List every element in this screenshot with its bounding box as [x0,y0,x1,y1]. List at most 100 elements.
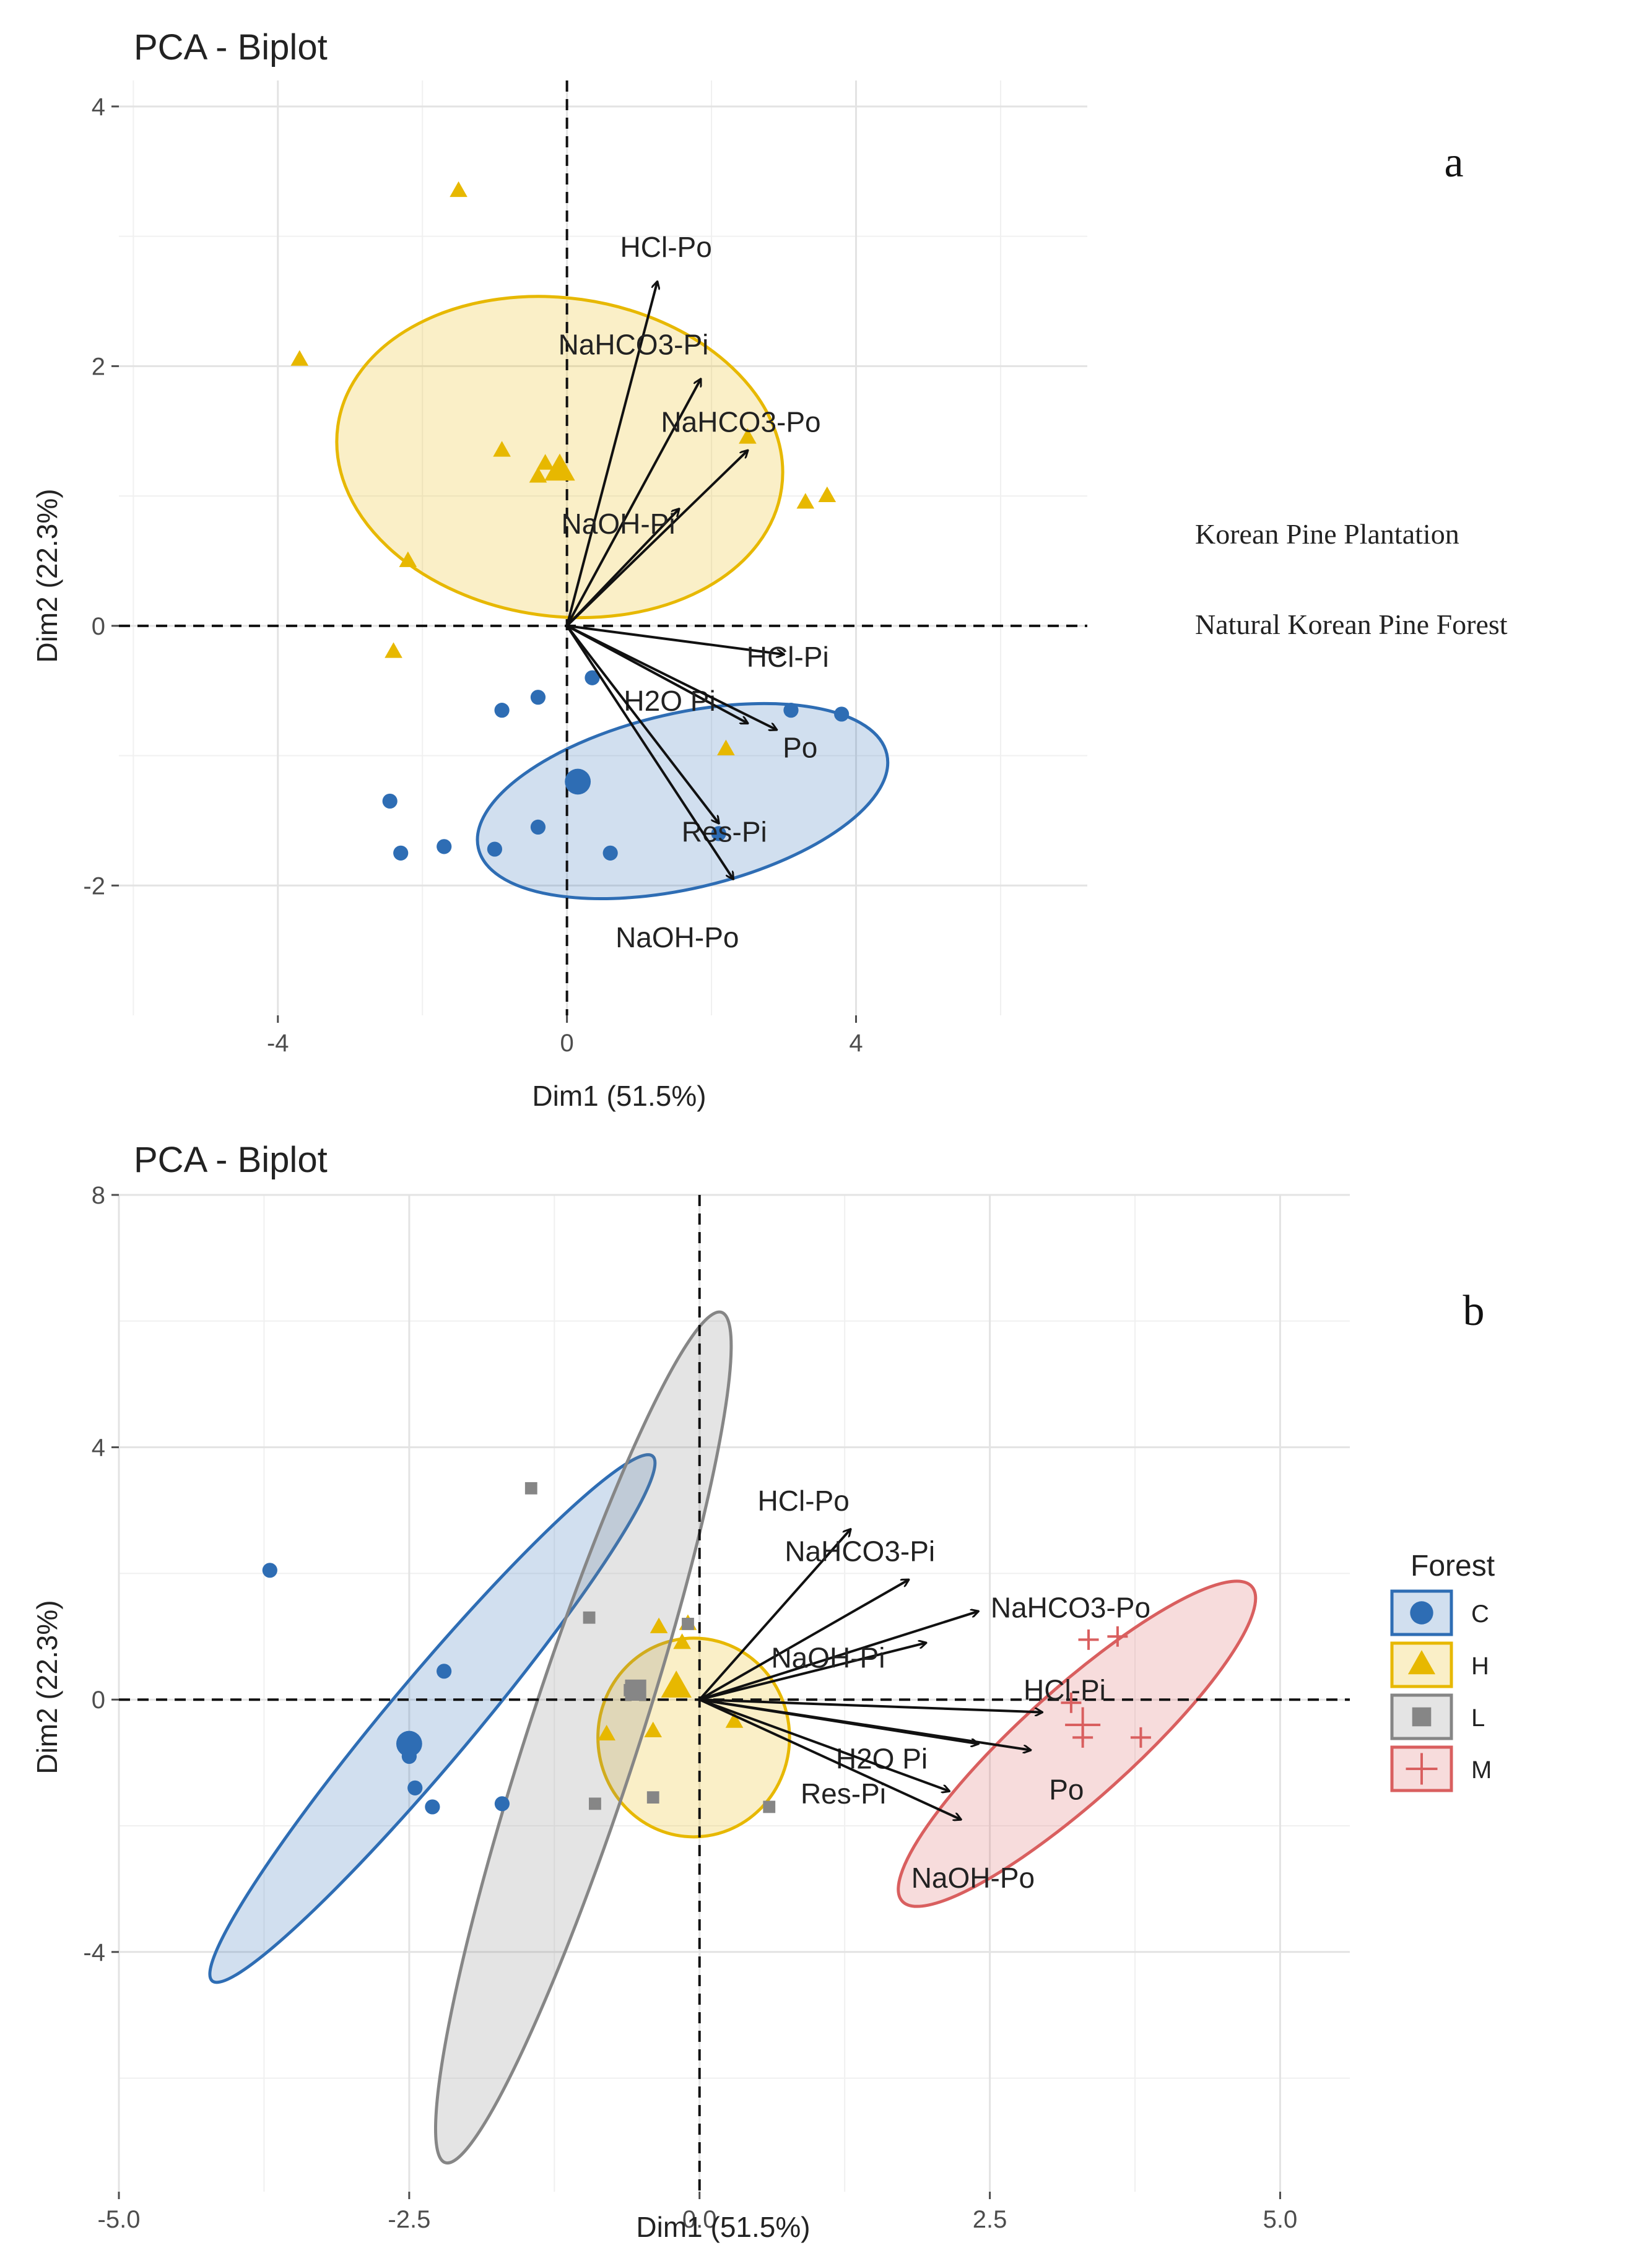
panel-a-y-axis-label: Dim2 (22.3%) [31,488,63,662]
data-point [1130,1727,1151,1748]
loading-label: HCl-Po [758,1485,850,1517]
legend-label-m: M [1471,1756,1492,1784]
data-point [290,350,309,366]
x-tick-label: -4 [267,1030,289,1057]
data-point [783,703,799,718]
loading-arrow [699,1643,926,1701]
panel-b-letter: b [1463,1287,1485,1335]
panel-b-grid [118,1194,1350,2192]
data-point [646,1791,659,1804]
data-point [682,1618,694,1630]
data-point [437,839,452,854]
loading-arrow [698,1529,851,1701]
legend-marker-c [1410,1601,1433,1625]
x-tick-label: 4 [849,1030,863,1057]
loading-label: Po [1049,1774,1084,1806]
ellipse-c [208,1453,657,1984]
data-point [487,841,503,857]
legend-title: Forest [1411,1550,1495,1582]
data-point [529,467,547,483]
data-point [524,1482,537,1495]
data-point [589,1797,601,1810]
panel-a-plot: PCA - Biplot HCl-Po NaHCO3-Pi NaHCO3-Po NaO… [31,27,1508,1112]
y-tick-label: -4 [83,1939,105,1966]
loading-arrow [565,379,701,627]
panel-a-title: PCA - Biplot [134,27,328,67]
data-point [717,739,735,755]
panel-b-points [262,1482,1151,1815]
legend-label-l: L [1471,1704,1485,1732]
data-point [494,703,510,718]
loading-label: H2O Pi [836,1743,928,1775]
y-tick-label: 0 [92,1686,105,1714]
data-point [818,486,837,503]
panel-a-letter-box [1362,118,1498,235]
x-tick-label: -5.0 [98,2206,141,2233]
data-point [650,1617,668,1633]
data-point [585,670,600,685]
loading-label: HCl-Pi [1024,1674,1106,1706]
data-point [644,1721,663,1738]
group-centroid [396,1730,422,1757]
data-point [598,1724,615,1741]
loading-label: NaOH-Pi [562,508,676,540]
panel-b-ticks: -5.0 -2.5 0.0 2.5 5.0 -4 0 4 8 [83,1182,1297,2233]
loading-arrow [566,451,748,627]
loading-label: NaOH-Po [911,1862,1035,1894]
panel-a-points [290,181,850,861]
data-point [262,1563,277,1578]
panel-b-y-axis-label: Dim2 (22.3%) [31,1600,63,1774]
y-tick-label: 4 [92,1435,105,1462]
y-tick-label: 4 [92,93,105,121]
data-point [834,706,850,722]
data-point [385,642,402,658]
data-point [536,454,554,470]
data-point [450,181,467,198]
ellipse-l [433,1310,733,2165]
loading-arrow [699,1698,949,1791]
loading-arrow [566,625,776,730]
y-tick-label: -2 [83,872,105,900]
loading-label: NaHCO3-Pi [559,328,709,360]
group-centroid [565,768,591,795]
y-tick-label: 2 [92,353,105,380]
loading-label: Po [783,732,817,764]
panel-a-letter: a [1444,139,1463,186]
panel-b-title: PCA - Biplot [134,1140,328,1180]
loading-arrow [698,1580,909,1701]
data-point [382,793,398,809]
group-label-korean-pine-plantation: Korean Pine Plantation [1195,518,1459,550]
group-centroid [661,1670,692,1698]
data-point [796,493,815,509]
data-point [393,845,409,861]
legend-marker-m [1406,1753,1438,1785]
group-centroid [544,453,575,481]
loading-label: NaHCO3-Po [991,1592,1150,1624]
group-label-natural-korean-pine-forest: Natural Korean Pine Forest [1195,609,1508,640]
data-point [530,819,546,835]
data-point [725,1712,744,1728]
loading-arrow [566,509,679,627]
loading-arrow [566,625,719,823]
loading-label: NaOH-Po [615,921,739,953]
data-point [437,1664,452,1679]
group-centroid [1065,1707,1101,1743]
loading-arrow [699,1698,1042,1712]
plot-background [119,1195,1350,2192]
data-point [602,845,618,861]
legend-key-c [1390,1589,1453,1636]
data-point [1078,1629,1099,1650]
data-point [583,1611,596,1624]
legend-label-c: C [1471,1600,1489,1628]
data-point [763,1800,776,1813]
data-point [1107,1626,1128,1647]
data-point [407,1780,423,1795]
loading-arrow [699,1698,1031,1750]
panel-b-zero-lines [119,1195,1350,2192]
x-tick-label: 2.5 [973,2206,1007,2233]
loading-arrow [699,1612,978,1701]
loading-label: H2O Pi [624,685,715,717]
data-point [494,1796,510,1812]
